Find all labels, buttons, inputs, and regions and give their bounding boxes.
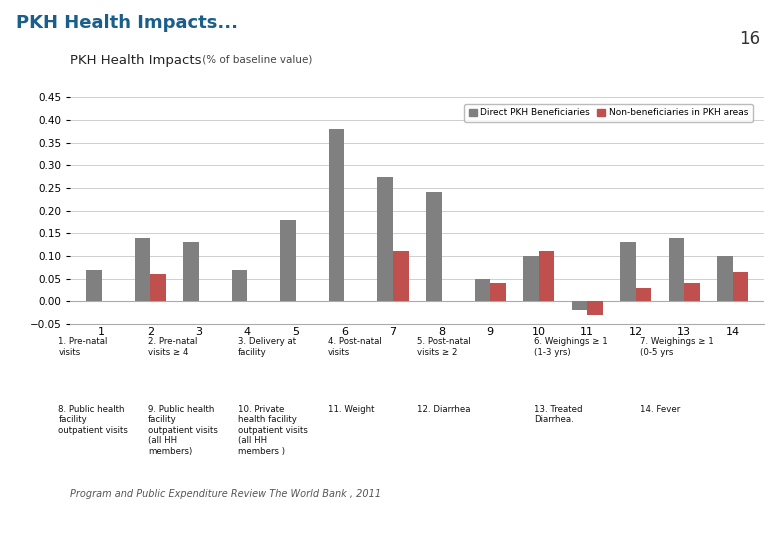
- Bar: [378, 177, 393, 301]
- Bar: [151, 274, 166, 301]
- Bar: [135, 238, 151, 301]
- Text: 4. Post-natal
visits: 4. Post-natal visits: [328, 338, 381, 357]
- Bar: [474, 279, 490, 301]
- Bar: [280, 220, 296, 301]
- Text: 9. Public health
facility
outpatient visits
(all HH
members): 9. Public health facility outpatient vis…: [148, 405, 218, 456]
- Text: 16: 16: [739, 30, 760, 48]
- Bar: [733, 272, 748, 301]
- Bar: [636, 288, 651, 301]
- Bar: [393, 252, 409, 301]
- Bar: [183, 242, 199, 301]
- Text: (% of baseline value): (% of baseline value): [199, 54, 312, 64]
- Text: 5. Post-natal
visits ≥ 2: 5. Post-natal visits ≥ 2: [417, 338, 471, 357]
- Bar: [718, 256, 733, 301]
- Legend: Direct PKH Beneficiaries, Non-beneficiaries in PKH areas: Direct PKH Beneficiaries, Non-beneficiar…: [464, 104, 753, 122]
- Bar: [232, 269, 247, 301]
- Text: Program and Public Expenditure Review The World Bank , 2011: Program and Public Expenditure Review Th…: [70, 489, 381, 499]
- Text: 1. Pre-natal
visits: 1. Pre-natal visits: [58, 338, 108, 357]
- Text: 11. Weight: 11. Weight: [328, 405, 374, 414]
- Bar: [684, 283, 700, 301]
- Bar: [329, 129, 345, 301]
- Bar: [587, 301, 603, 315]
- Bar: [668, 238, 684, 301]
- Bar: [87, 269, 101, 301]
- Text: 6. Weighings ≥ 1
(1-3 yrs): 6. Weighings ≥ 1 (1-3 yrs): [534, 338, 608, 357]
- Text: 10. Private
health facility
outpatient visits
(all HH
members ): 10. Private health facility outpatient v…: [238, 405, 308, 456]
- Text: 2. Pre-natal
visits ≥ 4: 2. Pre-natal visits ≥ 4: [148, 338, 197, 357]
- Text: 8. Public health
facility
outpatient visits: 8. Public health facility outpatient vis…: [58, 405, 129, 435]
- Text: 3. Delivery at
facility: 3. Delivery at facility: [238, 338, 296, 357]
- Text: 14. Fever: 14. Fever: [640, 405, 680, 414]
- Bar: [572, 301, 587, 310]
- Text: 13. Treated
Diarrhea.: 13. Treated Diarrhea.: [534, 405, 583, 424]
- Text: PKH Health Impacts...: PKH Health Impacts...: [16, 14, 238, 31]
- Bar: [620, 242, 636, 301]
- Text: 7. Weighings ≥ 1
(0-5 yrs: 7. Weighings ≥ 1 (0-5 yrs: [640, 338, 714, 357]
- Text: 12. Diarrhea: 12. Diarrhea: [417, 405, 471, 414]
- Bar: [523, 256, 539, 301]
- Bar: [426, 192, 441, 301]
- Text: PKH Health Impacts: PKH Health Impacts: [70, 54, 202, 67]
- Bar: [490, 283, 505, 301]
- Bar: [539, 252, 555, 301]
- Text: UPPKH PUSAT – KEMENTERIAN SOSIAL: UPPKH PUSAT – KEMENTERIAN SOSIAL: [16, 514, 303, 527]
